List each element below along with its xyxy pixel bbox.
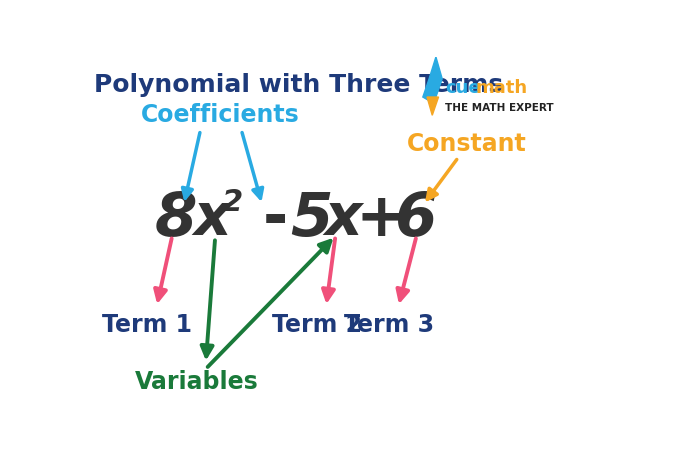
Text: Constant: Constant: [406, 132, 526, 156]
Text: Term 2: Term 2: [272, 313, 362, 337]
Polygon shape: [427, 97, 439, 115]
Text: 2: 2: [222, 188, 243, 218]
Text: -: -: [263, 190, 288, 249]
Text: THE MATH EXPERT: THE MATH EXPERT: [446, 102, 554, 112]
Text: 6: 6: [396, 190, 438, 249]
Text: Term 1: Term 1: [102, 313, 192, 337]
Text: 5: 5: [291, 190, 333, 249]
Text: Variables: Variables: [135, 370, 259, 394]
Text: +: +: [356, 190, 407, 249]
Text: x: x: [194, 190, 232, 246]
Polygon shape: [423, 57, 442, 100]
Text: Term 3: Term 3: [344, 313, 434, 337]
Text: 8: 8: [155, 190, 197, 249]
Text: math: math: [476, 79, 528, 97]
Text: cue: cue: [446, 79, 481, 97]
Text: Polynomial with Three Terms: Polynomial with Three Terms: [94, 73, 503, 97]
Text: Coefficients: Coefficients: [141, 103, 300, 128]
Text: x: x: [325, 190, 362, 246]
